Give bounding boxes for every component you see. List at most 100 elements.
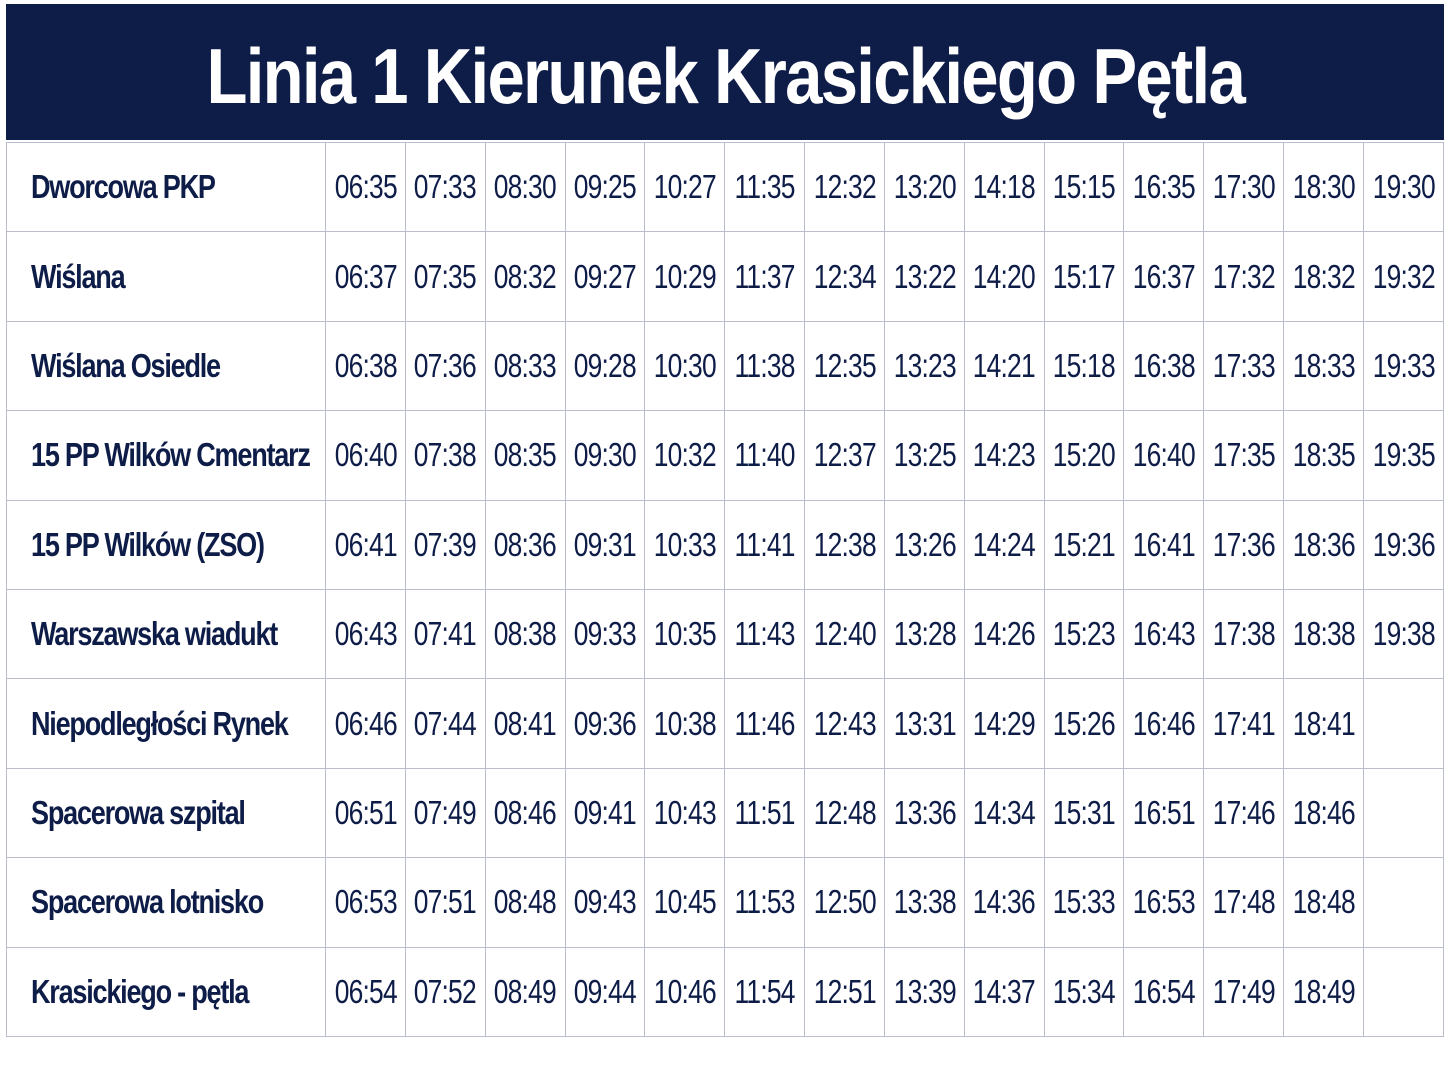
- departure-time-cell: 18:35: [1283, 410, 1364, 501]
- departure-time: 14:18: [973, 168, 1036, 206]
- departure-time: 13:39: [893, 972, 956, 1010]
- departure-time: 16:51: [1132, 793, 1196, 831]
- stop-name: Spacerowa szpital: [31, 793, 246, 831]
- departure-time-cell: 13:28: [883, 588, 965, 680]
- departure-time-cell: 14:24: [963, 499, 1045, 590]
- stop-name-cell: Warszawska wiadukt: [6, 588, 326, 680]
- departure-time-cell: [1362, 946, 1445, 1037]
- departure-time-cell: 15:23: [1043, 588, 1125, 680]
- departure-time-cell: 08:32: [484, 231, 566, 322]
- departure-time: 15:23: [1052, 615, 1116, 653]
- departure-time: 11:51: [734, 793, 796, 831]
- departure-time: 15:31: [1052, 793, 1116, 831]
- departure-time-cell: 09:25: [564, 141, 646, 233]
- stop-name: 15 PP Wilków Cmentarz: [31, 436, 311, 474]
- departure-time: 08:30: [494, 168, 557, 206]
- departure-time: 09:33: [573, 615, 637, 653]
- departure-time-cell: 16:43: [1123, 588, 1205, 680]
- departure-time: 08:35: [494, 436, 557, 474]
- departure-time: 15:15: [1052, 168, 1116, 206]
- departure-time-cell: 19:35: [1362, 410, 1445, 501]
- departure-time: 09:36: [573, 704, 637, 742]
- departure-time: 19:35: [1372, 436, 1435, 474]
- departure-time: 14:29: [973, 704, 1036, 742]
- departure-time: 18:30: [1292, 168, 1356, 206]
- departure-time: 13:28: [893, 615, 956, 653]
- departure-time-cell: 11:54: [724, 946, 806, 1037]
- departure-time: 10:43: [653, 793, 717, 831]
- departure-time-cell: 08:48: [484, 857, 566, 948]
- departure-time: 17:49: [1212, 972, 1276, 1010]
- departure-time: 07:33: [414, 168, 477, 206]
- departure-time-cell: 18:48: [1283, 857, 1364, 948]
- departure-time: 15:17: [1052, 257, 1116, 295]
- departure-time-cell: 14:23: [963, 410, 1045, 501]
- departure-time: 06:46: [334, 704, 397, 742]
- stop-name-cell: Wiślana Osiedle: [6, 320, 326, 412]
- departure-time: 12:37: [813, 436, 876, 474]
- departure-time: 14:34: [973, 793, 1036, 831]
- departure-time-cell: 09:43: [564, 857, 646, 948]
- departure-time-cell: 07:52: [404, 946, 486, 1037]
- departure-time: 18:41: [1292, 704, 1356, 742]
- departure-time: 15:26: [1052, 704, 1116, 742]
- departure-time: 16:53: [1132, 883, 1196, 921]
- departure-time: 11:38: [734, 346, 796, 384]
- departure-time-cell: 08:49: [484, 946, 566, 1037]
- departure-time-cell: 14:26: [963, 588, 1045, 680]
- departure-time: 11:46: [734, 704, 796, 742]
- departure-time-cell: 17:41: [1203, 678, 1285, 769]
- table-row: Wiślana 06:37 07:35 08:32 09:27 10:29 11:37 12:…: [6, 231, 1445, 322]
- departure-time-cell: 19:36: [1362, 499, 1445, 590]
- departure-time-cell: 09:31: [564, 499, 646, 590]
- departure-time: 08:32: [494, 257, 557, 295]
- departure-time-cell: 17:32: [1203, 231, 1285, 322]
- departure-time-cell: 15:33: [1043, 857, 1125, 948]
- departure-time-cell: 12:37: [804, 410, 885, 501]
- departure-time-cell: 07:41: [404, 588, 486, 680]
- departure-time: 15:33: [1052, 883, 1116, 921]
- stop-name-cell: 15 PP Wilków Cmentarz: [6, 410, 326, 501]
- departure-time-cell: 19:33: [1362, 320, 1445, 412]
- departure-time-cell: 10:29: [644, 231, 726, 322]
- departure-time-cell: 11:40: [724, 410, 806, 501]
- departure-time: 14:36: [973, 883, 1036, 921]
- departure-time-cell: 19:38: [1362, 588, 1445, 680]
- departure-time: 17:38: [1212, 615, 1276, 653]
- departure-time-cell: 17:35: [1203, 410, 1285, 501]
- departure-time: 07:51: [414, 883, 477, 921]
- departure-time: 12:48: [813, 793, 876, 831]
- departure-time: 17:46: [1212, 793, 1276, 831]
- departure-time-cell: 13:39: [883, 946, 965, 1037]
- departure-time-cell: 18:38: [1283, 588, 1364, 680]
- departure-time: 18:32: [1292, 257, 1356, 295]
- departure-time: 18:35: [1292, 436, 1356, 474]
- departure-time-cell: 07:51: [404, 857, 486, 948]
- departure-time: 06:35: [334, 168, 397, 206]
- departure-time-cell: 12:32: [804, 141, 885, 233]
- departure-time-cell: 13:38: [883, 857, 965, 948]
- departure-time: 07:41: [414, 615, 477, 653]
- departure-time: 09:43: [573, 883, 637, 921]
- departure-time: 06:37: [334, 257, 397, 295]
- departure-time: 15:21: [1052, 525, 1116, 563]
- departure-time: 09:30: [573, 436, 637, 474]
- departure-time-cell: 08:33: [484, 320, 566, 412]
- departure-time-cell: 06:38: [325, 320, 406, 412]
- departure-time: 11:37: [734, 257, 796, 295]
- departure-time-cell: 07:36: [404, 320, 486, 412]
- departure-time-cell: 09:41: [564, 767, 646, 859]
- departure-time-cell: 15:21: [1043, 499, 1125, 590]
- departure-time-cell: 17:36: [1203, 499, 1285, 590]
- departure-time-cell: 09:36: [564, 678, 646, 769]
- departure-time-cell: 10:33: [644, 499, 726, 590]
- departure-time: 12:34: [813, 257, 876, 295]
- departure-time: 13:20: [893, 168, 956, 206]
- departure-time: 13:38: [893, 883, 956, 921]
- departure-time-cell: 15:15: [1043, 141, 1125, 233]
- departure-time: 06:54: [334, 972, 397, 1010]
- departure-time: 09:28: [573, 346, 637, 384]
- departure-time: 18:38: [1292, 615, 1356, 653]
- departure-time-cell: 16:46: [1123, 678, 1205, 769]
- table-row: Warszawska wiadukt 06:43 07:41 08:38 09:33 10…: [6, 588, 1445, 680]
